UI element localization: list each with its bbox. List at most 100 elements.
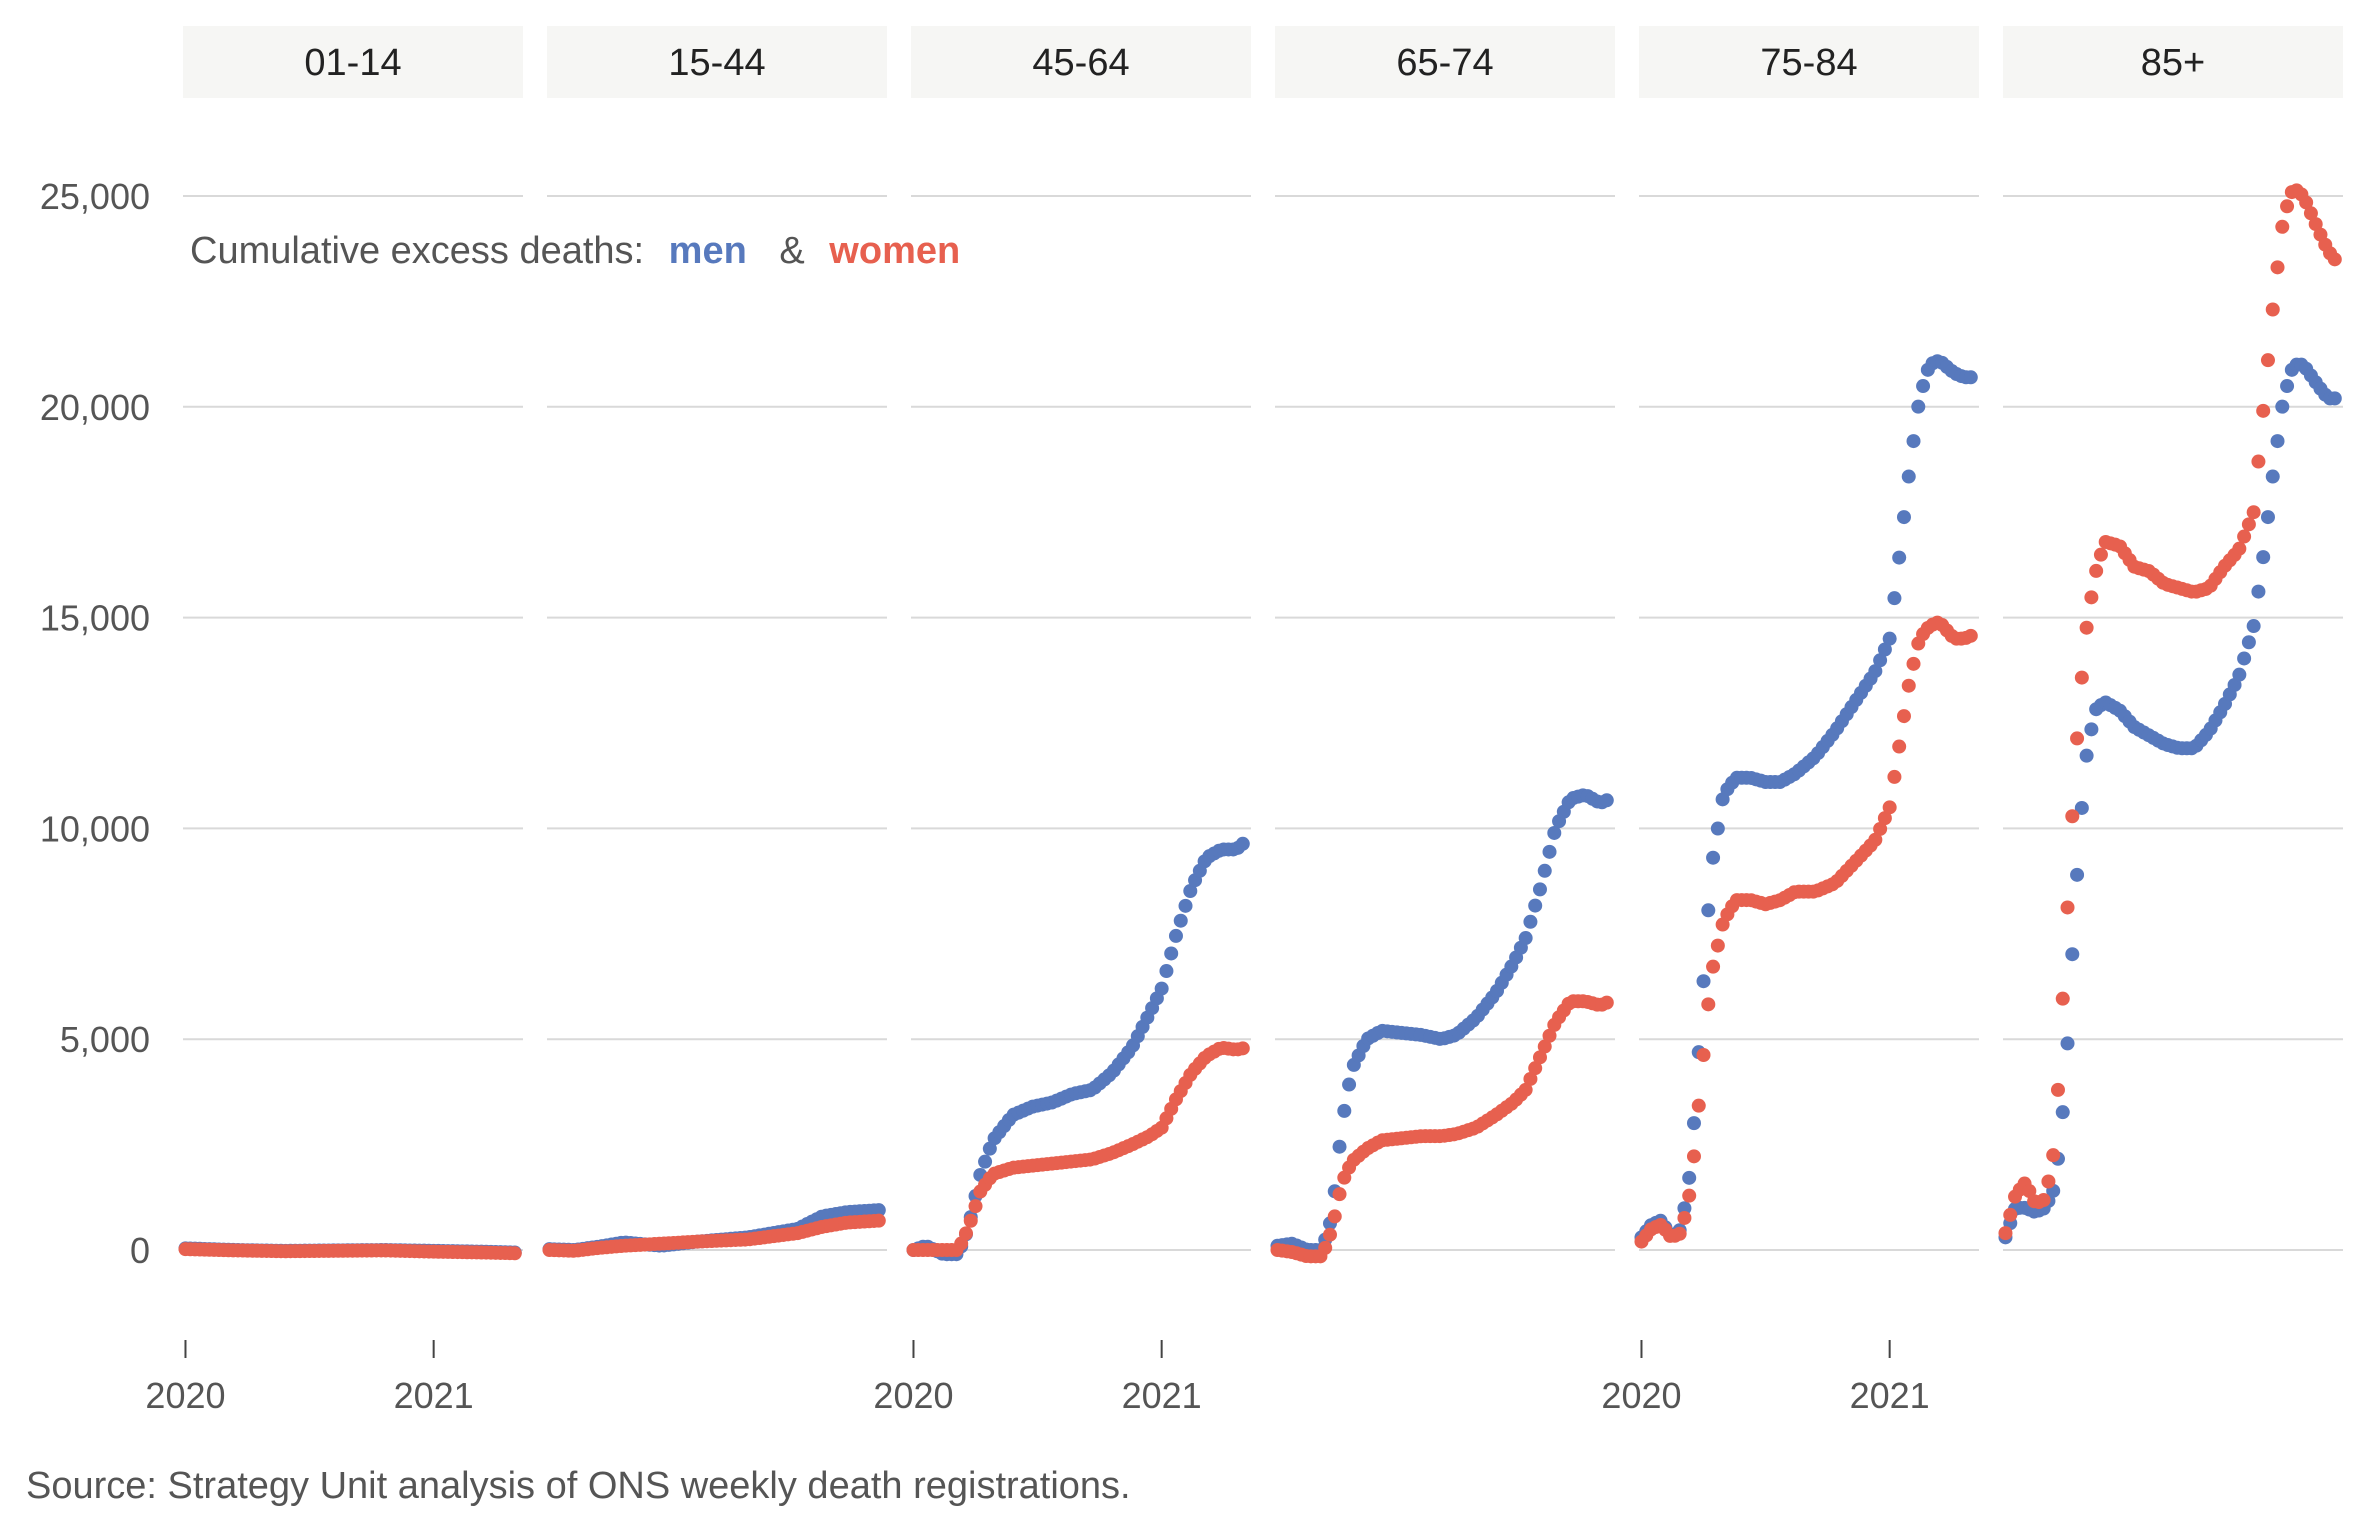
point-women — [2003, 1207, 2018, 1222]
legend: Cumulative excess deaths: men & women — [190, 230, 960, 272]
point-men — [1963, 370, 1978, 385]
point-men — [982, 1141, 997, 1156]
y-tick-label: 20,000 — [40, 387, 150, 428]
point-women — [958, 1226, 973, 1241]
point-men — [2084, 722, 2099, 737]
point-women — [2070, 731, 2085, 746]
point-women — [1677, 1210, 1692, 1225]
point-men — [1892, 550, 1907, 565]
facet-label: 65-74 — [1396, 42, 1493, 84]
point-men — [2256, 550, 2271, 565]
point-women — [871, 1213, 886, 1228]
point-men — [1537, 863, 1552, 878]
point-men — [1599, 793, 1614, 808]
point-women — [1528, 1061, 1543, 1076]
point-women — [2065, 809, 2080, 824]
facet-label: 01-14 — [304, 42, 401, 84]
point-women — [1892, 739, 1907, 754]
x-tick-label: 2020 — [145, 1375, 225, 1416]
point-women — [1877, 811, 1892, 826]
point-men — [1235, 836, 1250, 851]
y-axis: 25,000 20,000 15,000 10,000 5,000 0 — [40, 176, 150, 1271]
point-women — [1537, 1039, 1552, 1054]
point-men — [2280, 379, 2295, 394]
point-men — [2074, 800, 2089, 815]
point-women — [1332, 1187, 1347, 1202]
point-men — [2070, 867, 2085, 882]
point-men — [2079, 748, 2094, 763]
point-men — [1868, 664, 1883, 679]
facet-strip — [911, 26, 1251, 98]
point-women — [1532, 1050, 1547, 1065]
point-men — [1873, 653, 1888, 668]
legend-amp: & — [779, 230, 804, 272]
point-women — [2299, 195, 2314, 210]
point-women — [2327, 252, 2342, 267]
point-women — [1599, 995, 1614, 1010]
point-women — [1518, 1082, 1533, 1097]
point-women — [2280, 199, 2295, 214]
point-women — [2270, 260, 2285, 275]
point-men — [2241, 635, 2256, 650]
point-men — [1877, 642, 1892, 657]
point-women — [1906, 656, 1921, 671]
point-women — [2074, 670, 2089, 685]
point-men — [2060, 1036, 2075, 1051]
point-women — [2036, 1193, 2051, 1208]
point-women — [1710, 938, 1725, 953]
point-men — [1168, 928, 1183, 943]
facet-label: 45-64 — [1032, 42, 1129, 84]
point-men — [1178, 898, 1193, 913]
y-tick-label: 5,000 — [60, 1019, 150, 1060]
point-women — [1542, 1028, 1557, 1043]
point-men — [2265, 469, 2280, 484]
point-women — [2079, 620, 2094, 635]
point-men — [1528, 898, 1543, 913]
point-men — [1164, 946, 1179, 961]
point-women — [2246, 505, 2261, 520]
point-men — [1706, 850, 1721, 865]
point-men — [1887, 591, 1902, 606]
point-men — [1901, 469, 1916, 484]
point-women — [2237, 529, 2252, 544]
point-men — [2232, 667, 2247, 682]
point-women — [1706, 959, 1721, 974]
point-men — [2270, 434, 2285, 449]
x-tick-label: 2021 — [394, 1375, 474, 1416]
point-women — [1523, 1071, 1538, 1086]
point-men — [1183, 883, 1198, 898]
point-women — [2256, 403, 2271, 418]
legend-women: women — [828, 230, 960, 272]
facet-strips: 01-14 15-44 45-64 65-74 75-84 85+ — [183, 26, 2343, 98]
point-women — [1998, 1226, 2013, 1241]
point-women — [2232, 541, 2247, 556]
point-women — [2265, 302, 2280, 317]
point-women — [1682, 1188, 1697, 1203]
point-men — [1696, 974, 1711, 989]
point-men — [2055, 1105, 2070, 1120]
point-women — [1686, 1149, 1701, 1164]
legend-prefix: Cumulative excess deaths: — [190, 230, 644, 272]
y-tick-label: 10,000 — [40, 808, 150, 849]
point-men — [2251, 584, 2266, 599]
facet-label: 85+ — [2141, 42, 2205, 84]
point-men — [1682, 1170, 1697, 1185]
y-tick-label: 0 — [130, 1230, 150, 1271]
x-tick-label: 2020 — [873, 1375, 953, 1416]
point-men — [1677, 1201, 1692, 1216]
point-women — [2055, 991, 2070, 1006]
point-men — [2246, 619, 2261, 634]
caption: Source: Strategy Unit analysis of ONS we… — [26, 1465, 1131, 1507]
point-men — [2327, 391, 2342, 406]
point-women — [1327, 1209, 1342, 1224]
point-women — [2089, 563, 2104, 578]
legend-men: men — [669, 230, 747, 272]
point-men — [1896, 510, 1911, 525]
point-women — [2241, 517, 2256, 532]
point-men — [2237, 651, 2252, 666]
point-men — [978, 1154, 993, 1169]
y-tick-label: 15,000 — [40, 598, 150, 639]
point-men — [1342, 1077, 1357, 1092]
point-women — [1901, 678, 1916, 693]
